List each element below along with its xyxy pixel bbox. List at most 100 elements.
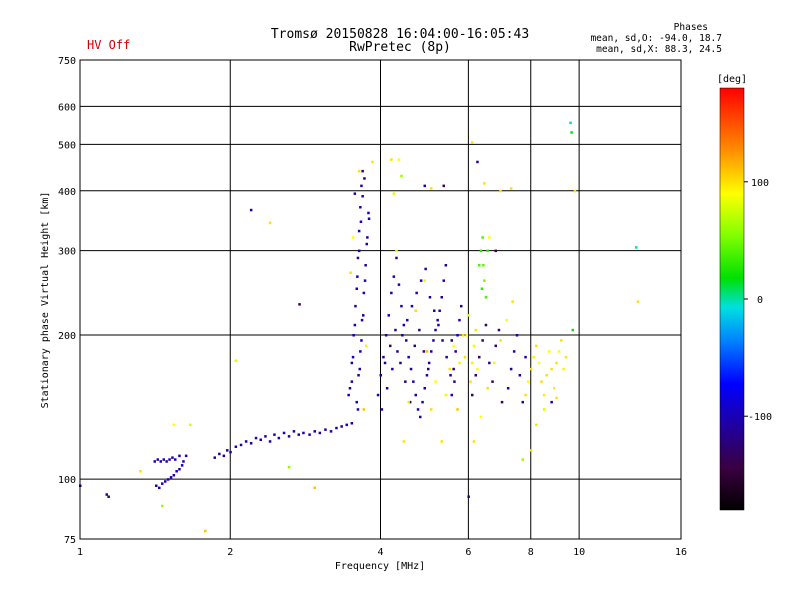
scatter-point (408, 400, 412, 404)
x-tick-label: 4 (377, 547, 383, 558)
scatter-point (506, 387, 510, 390)
scatter-point (419, 279, 423, 282)
scatter-point (105, 493, 108, 496)
scatter-point (509, 187, 513, 190)
scatter-point (363, 279, 367, 282)
scatter-point (571, 328, 574, 332)
scatter-point (168, 458, 171, 461)
scatter-point (521, 458, 524, 461)
scatter-point (277, 436, 281, 440)
scatter-point (218, 452, 221, 456)
scatter-point (178, 468, 181, 471)
scatter-point (453, 380, 456, 383)
scatter-point (529, 449, 533, 452)
x-tick-label: 16 (675, 547, 687, 558)
scatter-point (169, 476, 173, 479)
scatter-point (351, 236, 355, 239)
scatter-point (557, 350, 561, 353)
scatter-point (362, 314, 365, 317)
scatter-point (547, 350, 551, 353)
scatter-point (376, 393, 380, 397)
scatter-point (413, 344, 416, 348)
scatter-point (357, 249, 361, 253)
phase-stats: Phases mean, sd,O: -94.0, 18.7 mean, sd,… (590, 22, 722, 55)
scatter-point (357, 229, 361, 233)
axis-ticks: 1 2 4 6 8 10 16 75 100 200 300 400 500 600 750 (58, 56, 687, 558)
scatter-point (397, 283, 401, 286)
scatter-point (562, 367, 565, 371)
x-tick-label: 8 (528, 547, 534, 558)
scatter-point (472, 440, 476, 443)
scatter-point (292, 430, 296, 433)
scatter-point (540, 380, 543, 383)
scatter-point (400, 304, 403, 308)
scatter-point (465, 334, 469, 337)
scatter-point (254, 436, 258, 440)
scatter-point (153, 460, 156, 463)
scatter-point (184, 454, 188, 458)
scatter-point (249, 208, 253, 212)
scatter-point (329, 430, 333, 433)
scatter-point (412, 380, 415, 383)
scatter-point (360, 318, 364, 322)
grid (80, 60, 681, 539)
scatter-point (438, 309, 441, 312)
scatter-point (476, 160, 479, 164)
scatter-point (424, 267, 427, 271)
scatter-point (335, 426, 338, 430)
colorbar-tick-label: -100 (748, 412, 772, 423)
scatter-point (188, 423, 192, 427)
scatter-point (324, 428, 327, 431)
scatter-point (297, 433, 300, 436)
scatter-point (494, 344, 497, 348)
scatter-point (552, 387, 556, 390)
scatter-point (384, 334, 388, 337)
scatter-point (445, 355, 448, 359)
scatter-point (392, 192, 396, 195)
scatter-point (636, 300, 640, 303)
scatter-point (353, 192, 357, 195)
y-tick-label: 100 (58, 475, 76, 486)
scatter-point (357, 169, 361, 173)
scatter-point (391, 367, 394, 371)
scatter-point (400, 174, 403, 178)
scatter-point (367, 211, 370, 215)
scatter-point (347, 393, 350, 397)
scatter-point (494, 249, 497, 253)
scatter-point (414, 309, 417, 312)
scatter-point (350, 361, 354, 365)
scatter-point (472, 344, 476, 348)
scatter-point (423, 387, 426, 390)
x-tick-label: 6 (465, 547, 471, 558)
scatter-point (165, 460, 168, 463)
scatter-point (442, 279, 445, 282)
scatter-point (401, 334, 404, 337)
scatter-point (354, 304, 357, 308)
scatter-point (302, 431, 305, 435)
scatter-point (182, 460, 185, 463)
scatter-point (385, 387, 389, 390)
scatter-point (416, 408, 420, 411)
scatter-point (340, 425, 343, 428)
scatter-point (387, 314, 390, 317)
scatter-point (364, 264, 367, 267)
scatter-point (349, 271, 352, 274)
scatter-point (162, 458, 165, 461)
scatter-point (171, 456, 174, 459)
y-axis-label: Stationary phase Virtual Height [km] (40, 192, 51, 409)
y-tick-label: 400 (58, 187, 76, 198)
scatter-point (415, 291, 418, 295)
scatter-point (434, 328, 437, 332)
scatter-point (361, 195, 364, 198)
scatter-point (367, 217, 371, 220)
scatter-point (404, 380, 407, 383)
scatter-point (425, 374, 429, 377)
scatter-point (452, 344, 455, 348)
scatter-point (399, 361, 402, 365)
scatter-point (440, 440, 443, 443)
scatter-point (355, 400, 358, 404)
scatter-point (486, 387, 489, 390)
scatter-point (172, 423, 176, 427)
scatter-point (318, 431, 322, 435)
scatter-point (298, 303, 301, 306)
